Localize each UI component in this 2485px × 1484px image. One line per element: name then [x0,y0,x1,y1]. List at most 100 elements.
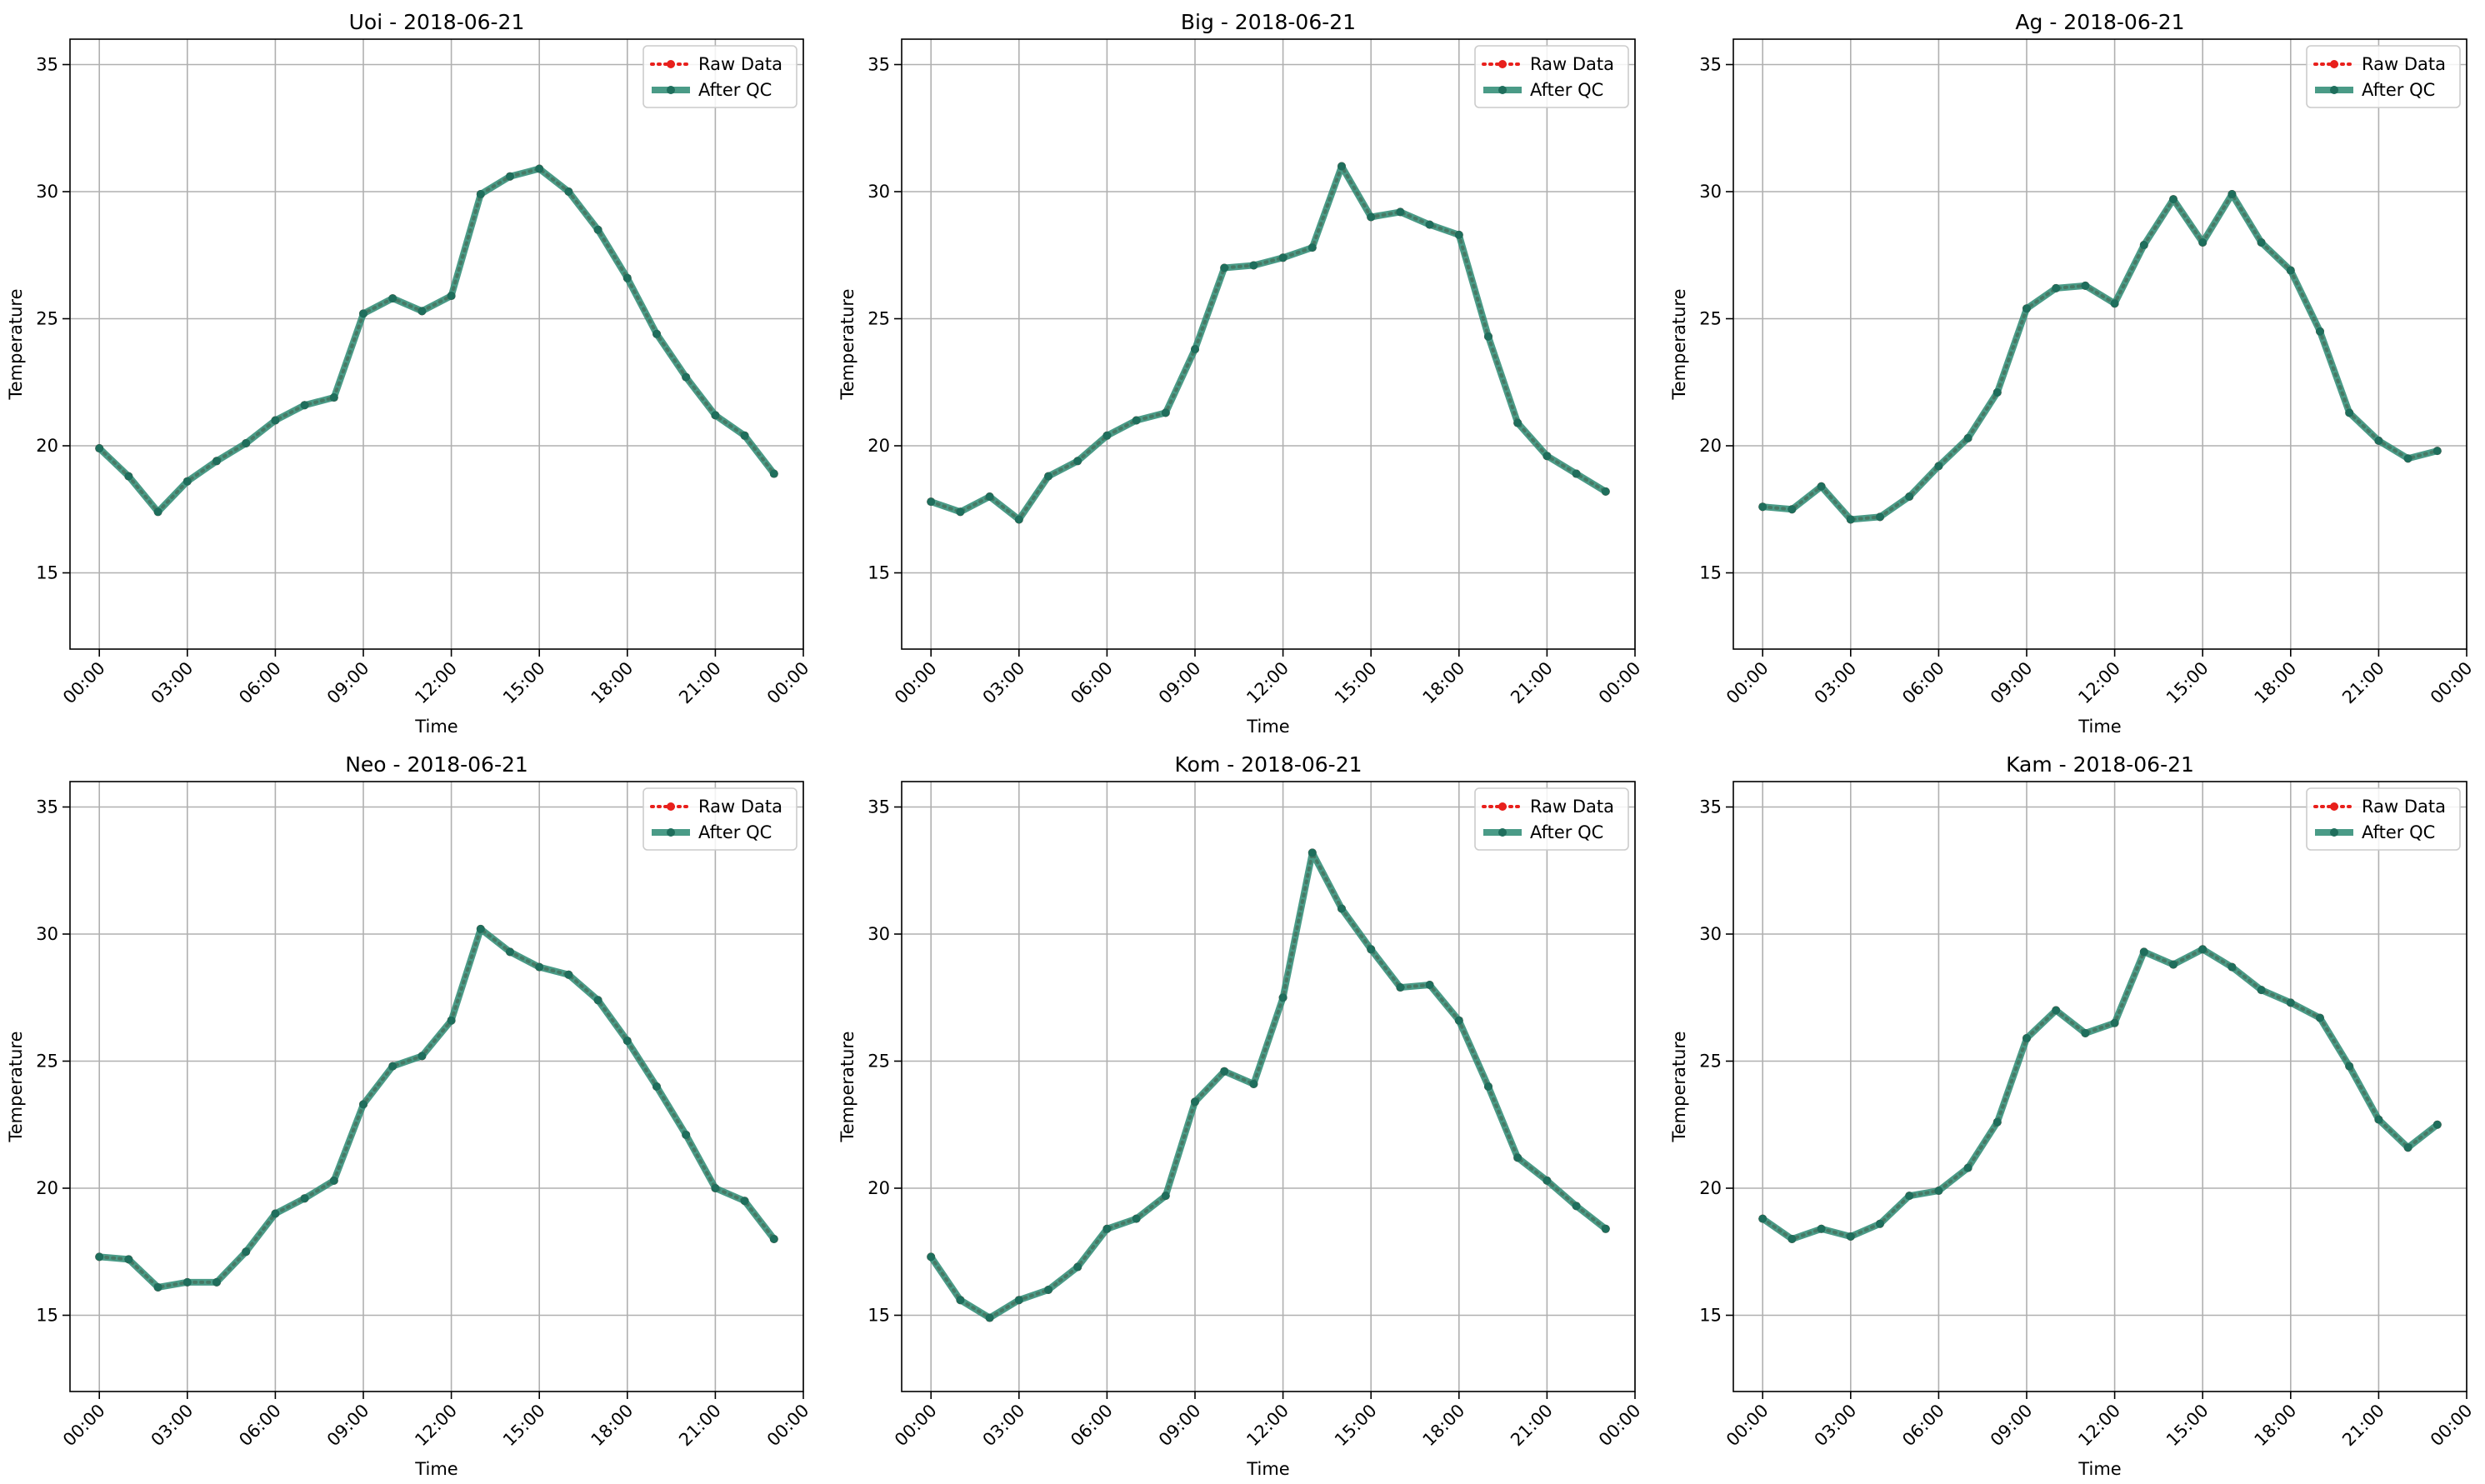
legend-marker-after-qc [2330,86,2338,94]
series-line-after-qc [97,165,777,516]
data-point-after-qc [242,1247,251,1257]
data-point-after-qc [1425,981,1434,989]
y-tick-label: 20 [1699,436,1722,456]
data-point-after-qc [2169,195,2178,204]
y-tick-label: 35 [1699,797,1722,817]
x-tick-label: 21:00 [2338,1401,2388,1451]
y-tick-label: 30 [1699,182,1722,202]
data-point-after-qc [124,472,133,481]
x-tick-label: 12:00 [411,1401,461,1451]
data-point-after-qc [2198,238,2208,247]
legend-marker-raw-data [1498,60,1507,68]
chart-panel-1: Uoi - 2018-06-21 00:00 03:00 06:00 09:00 12:0… [6,10,813,737]
data-point-after-qc [1963,1163,1972,1172]
x-tick-label: 15:00 [1331,658,1381,708]
x-tick-label: 06:00 [1067,1401,1117,1451]
x-tick-label: 18:00 [2251,1401,2301,1451]
data-point-after-qc [927,1252,936,1262]
data-point-after-qc [153,1282,162,1292]
data-point-after-qc [418,307,427,316]
y-tick-label: 20 [1699,1178,1722,1198]
data-point-after-qc [1249,261,1258,270]
y-axis-label: Temperature [6,1031,26,1142]
data-point-after-qc [956,1296,965,1305]
data-point-after-qc [359,309,368,318]
y-axis-label: Temperature [838,288,858,400]
x-tick-label: 03:00 [979,658,1029,708]
series-line-after-qc [929,162,1608,523]
data-point-after-qc [271,416,280,425]
data-point-after-qc [956,507,965,517]
data-point-after-qc [1788,505,1797,514]
data-point-after-qc [1132,1214,1141,1223]
legend: Raw Data After QC [2306,787,2461,851]
y-tick-label: 30 [868,182,890,202]
data-point-after-qc [1817,482,1826,491]
data-point-after-qc [2374,436,2383,445]
x-tick-label: 18:00 [1419,658,1469,708]
data-point-after-qc [2110,1018,2119,1027]
series-line-after-qc [1760,946,2440,1242]
legend-label-after-qc: After QC [1530,822,1603,842]
x-tick-label: 18:00 [2251,658,2301,708]
data-point-after-qc [1249,1079,1258,1088]
data-point-after-qc [300,1194,309,1203]
y-tick-label: 20 [868,1178,890,1198]
x-tick-label: 21:00 [1507,658,1557,708]
data-point-after-qc [2403,1143,2412,1152]
y-tick-label: 35 [36,55,58,75]
x-tick-label: 12:00 [411,658,461,708]
data-point-after-qc [300,401,309,410]
y-tick-label: 15 [36,563,58,583]
x-axis-label: Time [2078,1459,2121,1479]
data-point-after-qc [1542,452,1552,461]
data-point-after-qc [622,1037,632,1046]
legend-label-raw-data: Raw Data [1530,54,1614,74]
y-tick-label: 15 [868,1306,890,1326]
x-tick-label: 06:00 [235,658,285,708]
chart-panel-6: Kam - 2018-06-21 00:00 03:00 06:00 09:00 12:0… [1669,752,2477,1479]
data-point-after-qc [652,329,661,338]
legend-marker-after-qc [1498,828,1507,837]
legend-label-raw-data: Raw Data [2362,797,2446,817]
data-point-after-qc [2286,266,2295,275]
data-point-after-qc [182,1277,192,1287]
y-tick-label: 15 [36,1306,58,1326]
legend-label-raw-data: Raw Data [698,797,782,817]
data-point-after-qc [2316,1013,2324,1022]
series-line-raw-data [929,162,1608,522]
legend-marker-after-qc [667,86,675,94]
data-point-after-qc [1513,418,1522,427]
data-point-after-qc [2316,327,2324,336]
data-point-after-qc [1905,1192,1914,1201]
x-tick-label: 06:00 [235,1401,285,1451]
y-tick-label: 35 [36,797,58,817]
data-point-after-qc [1044,1286,1052,1294]
x-axis-label: Time [1246,717,1289,737]
y-axis-label: Temperature [6,288,26,400]
chart-panel-4: Neo - 2018-06-21 00:00 03:00 06:00 09:00 12:0… [6,752,813,1479]
data-point-after-qc [1572,1202,1581,1211]
x-tick-label: 21:00 [2338,658,2388,708]
data-point-after-qc [1817,1224,1826,1233]
data-point-after-qc [1788,1235,1797,1243]
legend: Raw Data After QC [1474,787,1629,851]
x-tick-label: 12:00 [1242,658,1292,708]
data-point-after-qc [1484,1082,1492,1091]
data-point-after-qc [476,924,485,933]
data-point-after-qc [1601,1224,1610,1233]
data-point-after-qc [447,292,456,301]
data-point-after-qc [2432,1120,2442,1129]
x-axis-label: Time [414,717,458,737]
legend-label-after-qc: After QC [2362,80,2435,100]
x-tick-label: 00:00 [59,1401,109,1451]
data-point-after-qc [740,1197,749,1206]
plot-frame [901,781,1636,1392]
x-tick-label: 09:00 [1155,658,1205,708]
chart-title: Uoi - 2018-06-21 [349,10,525,34]
chart-title: Big - 2018-06-21 [1181,10,1356,34]
data-point-after-qc [1308,848,1317,857]
data-point-after-qc [2257,986,2266,995]
series-line-raw-data [1761,191,2439,522]
data-point-after-qc [1484,332,1492,341]
